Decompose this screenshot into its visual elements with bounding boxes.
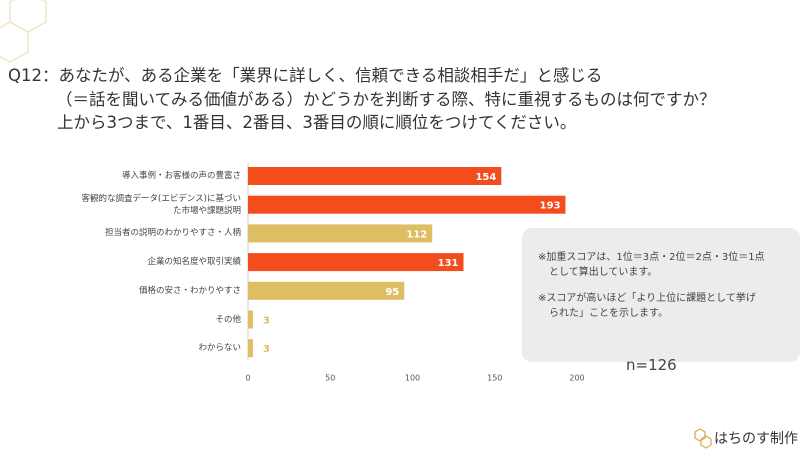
value-label: 95 bbox=[385, 287, 399, 298]
category-label: 担当者の説明のわかりやすさ・人柄 bbox=[104, 228, 241, 239]
note-text: られた」ことを示します。 bbox=[549, 308, 668, 319]
category-label: 価格の安さ・わかりやすさ bbox=[138, 285, 241, 296]
note-text: として算出しています。 bbox=[549, 267, 658, 278]
value-label: 154 bbox=[475, 172, 496, 183]
note-text: ※スコアが高いほど「より上位に課題として挙げ bbox=[538, 293, 756, 304]
bar bbox=[248, 224, 433, 243]
category-label: わからない bbox=[198, 343, 241, 354]
bar bbox=[248, 281, 405, 300]
category-label: 客観的な調査データ(エビデンス)に基づいた市場や課題説明 bbox=[81, 193, 241, 216]
brand-icon bbox=[694, 428, 712, 449]
category-label: 企業の知名度や取引実績 bbox=[147, 257, 241, 268]
x-tick-label: 100 bbox=[405, 374, 420, 383]
value-label: 3 bbox=[263, 344, 270, 355]
question-line: （＝話を聞いてみる価値がある）かどうかを判断する際、特に重視するものは何ですか？ bbox=[56, 90, 716, 109]
value-label: 112 bbox=[406, 229, 427, 240]
bar bbox=[248, 310, 253, 329]
bar bbox=[248, 167, 502, 185]
bar bbox=[248, 195, 566, 214]
value-label: 131 bbox=[438, 258, 459, 269]
note-box: ※加重スコアは、1位＝3点・2位＝2点・3位＝1点 として算出しています。 ※ス… bbox=[522, 228, 800, 362]
category-label: 導入事例・お客様の声の豊富さ bbox=[121, 171, 241, 181]
question-line: 上から3つまで、1番目、2番目、3番目の順に順位をつけてください。 bbox=[57, 113, 577, 132]
bar bbox=[248, 253, 464, 272]
x-tick-label: 200 bbox=[569, 374, 584, 383]
sample-size: n=126 bbox=[626, 356, 677, 374]
note-text: ※加重スコアは、1位＝3点・2位＝2点・3位＝1点 bbox=[538, 252, 765, 263]
x-tick-label: 150 bbox=[487, 374, 502, 383]
category-label: その他 bbox=[215, 314, 241, 325]
question-line: Q12：あなたが、ある企業を「業界に詳しく、信頼できる相談相手だ」と感じる bbox=[8, 66, 603, 85]
bar bbox=[248, 339, 253, 358]
decor-hexagons bbox=[0, 0, 47, 63]
x-tick-label: 0 bbox=[245, 374, 250, 383]
value-label: 3 bbox=[263, 316, 270, 327]
brand: はちのす制作 bbox=[714, 431, 798, 447]
x-tick-label: 50 bbox=[325, 374, 335, 383]
value-label: 193 bbox=[540, 201, 561, 212]
